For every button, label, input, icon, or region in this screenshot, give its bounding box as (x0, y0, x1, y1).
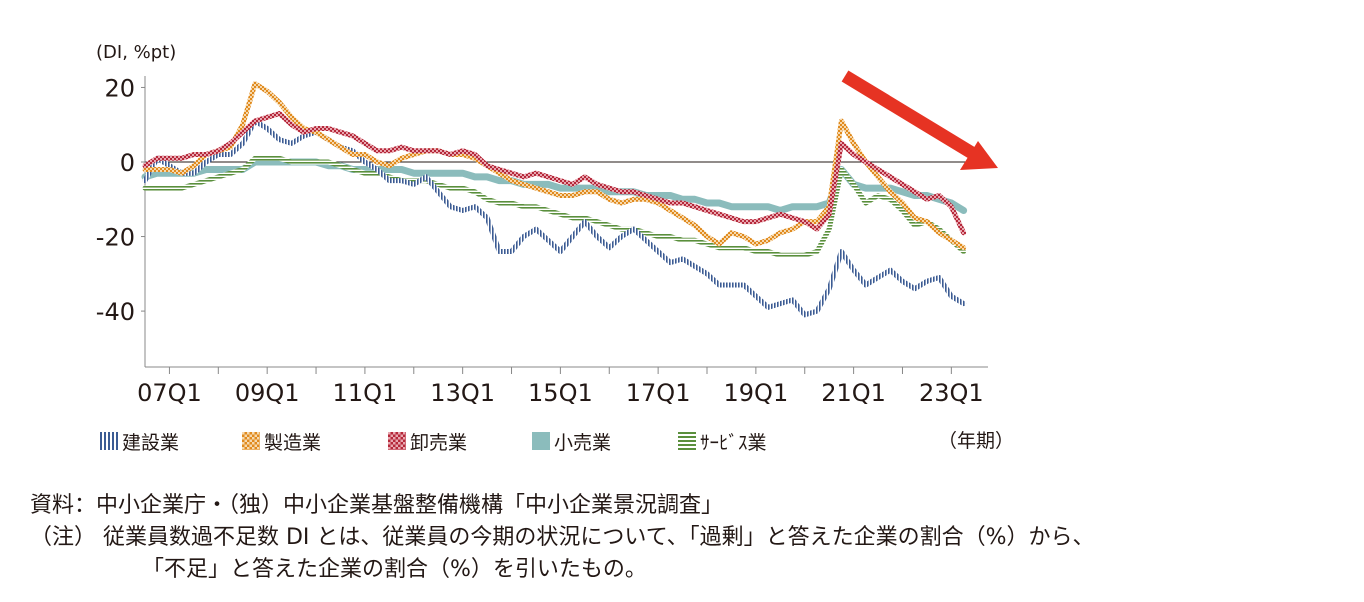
line-wholesale (142, 111, 967, 236)
trend-arrow-head (960, 141, 998, 170)
legend-item-retail: 小売業 (532, 426, 611, 456)
y-tick-label: 20 (104, 74, 135, 102)
y-tick-label: -40 (96, 298, 135, 326)
legend-swatch-wholesale (388, 432, 406, 450)
legend-label-construction: 建設業 (122, 431, 180, 454)
legend-label-wholesale: 卸売業 (410, 431, 468, 454)
line-construction (142, 118, 967, 318)
line-services (142, 155, 967, 258)
line-manufacturing (142, 81, 967, 251)
y-tick-label: 0 (120, 149, 135, 177)
legend-item-manufacturing: 製造業 (242, 426, 321, 456)
x-tick-label: 23Q1 (919, 379, 984, 407)
chart: (DI, %pt) 20 0 -20 -40 07Q1 09Q1 11Q1 13Q1 15Q1 1… (96, 42, 998, 407)
definition-note-continued: 「不足」と答えた企業の割合（%）を引いたもの。 (142, 557, 647, 582)
y-tick-label: -20 (96, 224, 135, 252)
y-axis-unit-label: (DI, %pt) (96, 42, 176, 63)
trend-arrow (841, 70, 998, 170)
legend-label-manufacturing: 製造業 (264, 431, 322, 454)
legend-item-wholesale: 卸売業 (388, 426, 467, 456)
legend-label-retail: 小売業 (554, 431, 612, 454)
x-tick-label: 13Q1 (430, 379, 495, 407)
source-note: 資料：中小企業庁・（独）中小企業基盤整備機構「中小企業景況調査」 (30, 493, 724, 518)
x-tick-label: 17Q1 (626, 379, 691, 407)
legend-swatch-retail (532, 432, 550, 450)
legend-swatch-services (678, 432, 696, 450)
series-layer (141, 81, 968, 318)
legend-item-construction: 建設業 (100, 426, 179, 456)
definition-note: （注） 従業員数過不足数 DI とは、従業員の今期の状況について、「過剰」と答え… (30, 525, 1095, 550)
legend-label-services: ｻｰﾋﾞｽ業 (700, 431, 767, 454)
notes: 資料：中小企業庁・（独）中小企業基盤整備機構「中小企業景況調査」 （注） 従業員… (30, 490, 1095, 586)
x-tick-label: 11Q1 (333, 379, 398, 407)
legend-swatch-construction (100, 432, 118, 450)
trend-arrow-shaft (841, 70, 976, 159)
axes-layer: 20 0 -20 -40 07Q1 09Q1 11Q1 13Q1 15Q1 17Q1 19Q1 21Q… (96, 74, 988, 407)
legend-item-services: ｻｰﾋﾞｽ業 (678, 426, 767, 456)
legend: 建設業 製造業 卸売業 小売業 ｻｰﾋﾞｽ業 (100, 426, 1020, 456)
x-tick-label: 15Q1 (528, 379, 593, 407)
x-axis-title: （年期） (938, 430, 1015, 452)
x-tick-label: 21Q1 (821, 379, 886, 407)
x-tick-label: 19Q1 (724, 379, 789, 407)
x-tick-label: 09Q1 (235, 379, 300, 407)
legend-swatch-manufacturing (242, 432, 260, 450)
x-tick-label: 07Q1 (137, 379, 202, 407)
